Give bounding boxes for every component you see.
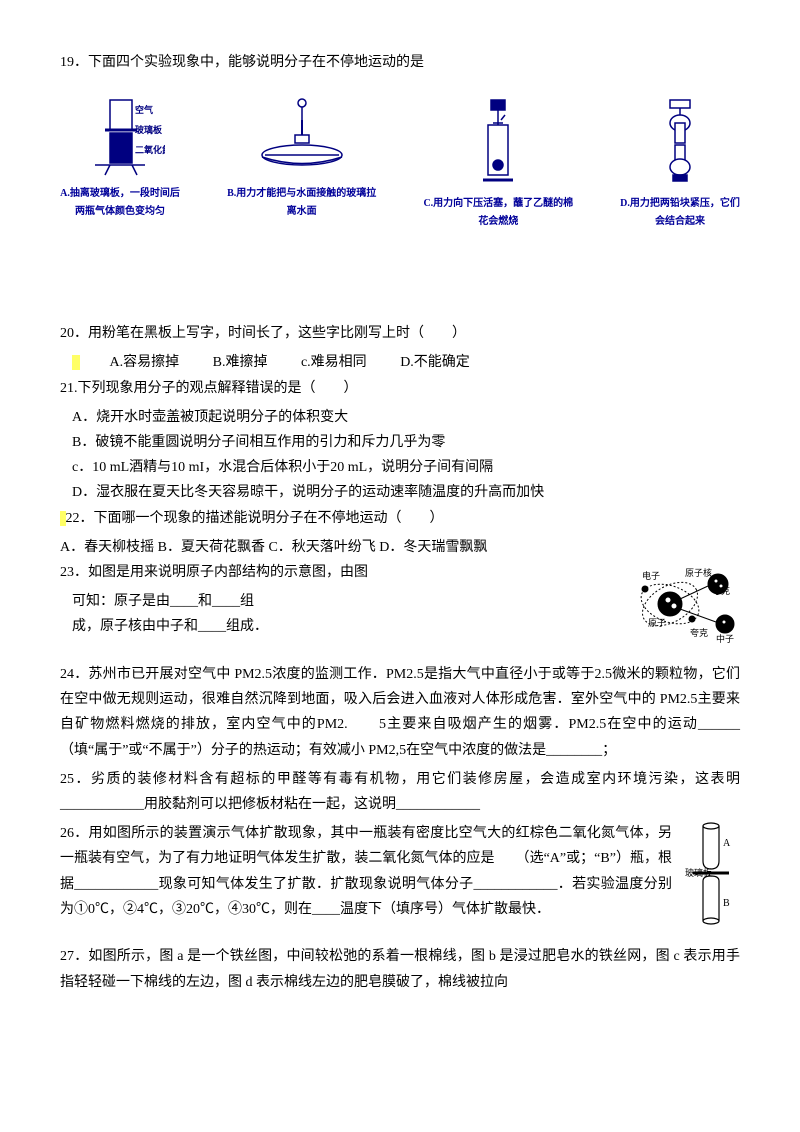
q19-c-caption: C.用力向下压活塞，蘸了乙醚的棉花会燃烧 [423, 195, 573, 231]
question-21: 21.下列现象用分子的观点解释错误的是（ ） [60, 376, 740, 401]
bottle-label-glass: 玻璃板 [685, 867, 712, 878]
q19-d-caption: D.用力把两铅块紧压，它们会结合起来 [620, 195, 740, 231]
label-glass: 玻璃板 [135, 124, 163, 135]
q19-b-caption: B.用力才能把与水面接触的玻璃拉离水面 [227, 185, 377, 221]
label-no2: 二氧化氮 [135, 144, 165, 155]
question-24: 24．苏州市已开展对空气中 PM2.5浓度的监测工作．PM2.5是指大气中直径小… [60, 662, 740, 763]
question-19: 19．下面四个实验现象中，能够说明分子在不停地运动的是 [60, 50, 740, 75]
q19-diagram-d: D.用力把两铅块紧压，它们会结合起来 [620, 95, 740, 231]
q20-opt-b: B.难擦掉 [213, 355, 268, 370]
q19-diagram-a: 空气 玻璃板 二氧化氮 A.抽离玻璃板，一段时间后两瓶气体颜色变均匀 [60, 95, 180, 221]
question-27: 27．如图所示，图 a 是一个铁丝图，中间较松弛的系着一根棉线，图 b 是浸过肥… [60, 944, 740, 994]
q23-atom-figure: 电子 原子核 夸克 原子 夸克 中子 [630, 564, 740, 658]
q21-opt-b: B．破镜不能重圆说明分子间相互作用的引力和斥力几乎为零 [72, 430, 740, 455]
q19-diagram-c: C.用力向下压活塞，蘸了乙醚的棉花会燃烧 [423, 95, 573, 231]
q20-stem: 20．用粉笔在黑板上写字，时间长了，这些字比刚写上时（ ） [60, 326, 466, 341]
q23-stem: 23．如图是用来说明原子内部结构的示意图，由图 [60, 565, 368, 580]
q21-opt-d: D．湿衣服在夏天比冬天容易晾干，说明分子的运动速率随温度的升高而加快 [72, 480, 740, 505]
question-20: 20．用粉笔在黑板上写字，时间长了，这些字比刚写上时（ ） [60, 321, 740, 346]
q26-bottle-figure: A 玻璃板 B [680, 821, 740, 940]
q19-diagram-row: 空气 玻璃板 二氧化氮 A.抽离玻璃板，一段时间后两瓶气体颜色变均匀 B.用力才… [60, 95, 740, 231]
question-26: 26．用如图所示的装置演示气体扩散现象，其中一瓶装有密度比空气大的红棕色二氧化氮… [60, 821, 740, 922]
q20-options: A.容易擦掉 B.难擦掉 c.难易相同 D.不能确定 [60, 350, 740, 375]
atom-label-neutron: 中子 [716, 633, 734, 644]
q20-opt-c: c.难易相同 [301, 355, 367, 370]
question-22: 22．下面哪一个现象的描述能说明分子在不停地运动（ ） [60, 506, 740, 531]
q21-stem: 21.下列现象用分子的观点解释错误的是（ ） [60, 381, 358, 396]
label-air: 空气 [135, 104, 153, 115]
atom-label-quark2: 夸克 [690, 627, 708, 638]
q20-opt-a: A.容易擦掉 [110, 355, 180, 370]
question-25: 25．劣质的装修材料含有超标的甲醛等有毒有机物，用它们装修房屋，会造成室内环境污… [60, 767, 740, 817]
atom-label-quark1: 夸克 [712, 585, 730, 596]
q19-a-caption: A.抽离玻璃板，一段时间后两瓶气体颜色变均匀 [60, 185, 180, 221]
q22-stem: 22．下面哪一个现象的描述能说明分子在不停地运动（ ） [66, 511, 444, 526]
atom-label-electron: 电子 [642, 570, 660, 581]
atom-label-nucleus: 原子核 [685, 567, 712, 578]
atom-label-atom: 原子 [648, 618, 666, 628]
q22-options: A．春天柳枝摇 B．夏天荷花飘香 C．秋天落叶纷飞 D．冬天瑞雪飘飘 [60, 535, 740, 560]
q20-opt-d: D.不能确定 [400, 355, 470, 370]
q19-stem: 19．下面四个实验现象中，能够说明分子在不停地运动的是 [60, 55, 424, 70]
q21-options: A．烧开水时壶盖被顶起说明分子的体积变大 B．破镜不能重圆说明分子间相互作用的引… [60, 405, 740, 506]
bottle-label-a: A [723, 838, 731, 849]
q21-opt-c: c．10 mL酒精与10 mI，水混合后体积小于20 mL，说明分子间有间隔 [72, 455, 740, 480]
q21-opt-a: A．烧开水时壶盖被顶起说明分子的体积变大 [72, 405, 740, 430]
bottle-label-b: B [723, 898, 730, 909]
q19-diagram-b: B.用力才能把与水面接触的玻璃拉离水面 [227, 95, 377, 221]
